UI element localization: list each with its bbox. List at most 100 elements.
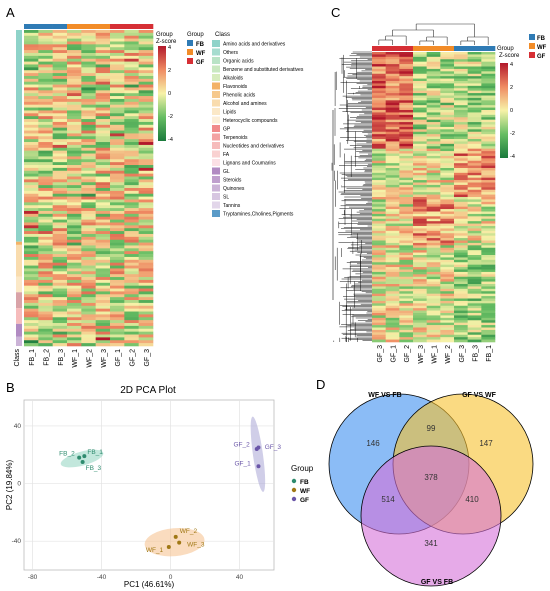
heatmap-cell xyxy=(138,153,154,157)
heatmap-cell xyxy=(24,156,39,160)
heatmap-c-cell xyxy=(467,201,482,205)
heatmap-c-cell xyxy=(413,163,427,166)
heatmap-cell xyxy=(110,47,125,51)
class-legend-label: GP xyxy=(223,127,231,133)
heatmap-cell xyxy=(67,205,82,209)
heatmap-cell xyxy=(110,176,125,180)
heatmap-cell xyxy=(81,73,96,77)
heatmap-c-cell xyxy=(467,141,482,145)
heatmap-c-cell xyxy=(454,213,468,217)
heatmap-cell xyxy=(38,239,53,243)
heatmap-c-cell xyxy=(454,262,468,265)
heatmap-cell xyxy=(38,334,53,338)
heatmap-c-cell xyxy=(481,93,496,96)
column-label: GF_1 xyxy=(115,349,122,367)
heatmap-cell xyxy=(110,55,125,60)
heatmap-c-cell xyxy=(399,81,414,84)
heatmap-cell xyxy=(52,58,68,62)
heatmap-c-cell xyxy=(467,56,482,60)
row-dendrogram xyxy=(331,51,372,342)
heatmap-c-cell xyxy=(399,107,414,111)
heatmap-cell xyxy=(67,259,82,263)
heatmap-cell xyxy=(124,110,139,114)
heatmap-cell xyxy=(24,101,39,105)
heatmap-cell xyxy=(124,305,139,309)
heatmap-c-cell xyxy=(481,59,496,62)
pca-xtick: -80 xyxy=(28,574,38,581)
heatmap-c-cell xyxy=(454,95,468,99)
heatmap-cell xyxy=(81,274,96,278)
heatmap-c-cell xyxy=(481,141,496,145)
group-bar-cell xyxy=(110,24,125,29)
heatmap-c-cell xyxy=(372,194,386,198)
heatmap-cell xyxy=(124,323,139,327)
heatmap-c-cell xyxy=(440,90,455,94)
heatmap-c-cell xyxy=(467,85,482,89)
heatmap-cell xyxy=(38,231,53,235)
heatmap-c-cell xyxy=(399,139,414,142)
heatmap-c-cell xyxy=(426,180,441,183)
heatmap-cell xyxy=(110,121,125,126)
heatmap-c-cell xyxy=(467,119,482,123)
heatmap-cell xyxy=(81,317,96,321)
heatmap-c-cell xyxy=(454,337,468,340)
heatmap-cell xyxy=(52,170,68,174)
heatmap-cell xyxy=(138,107,154,111)
heatmap-c-cell xyxy=(372,313,386,316)
heatmap-c-cell xyxy=(385,192,400,195)
heatmap-c-cell xyxy=(440,310,455,314)
heatmap-cell xyxy=(110,311,125,315)
heatmap-c-cell xyxy=(372,317,386,321)
heatmap-c-cell xyxy=(467,102,482,106)
heatmap-c-cell xyxy=(440,112,455,116)
heatmap-c-cell xyxy=(454,296,468,299)
heatmap-c-cell xyxy=(399,293,414,297)
heatmap-c-cell xyxy=(467,230,482,234)
heatmap-c-cell xyxy=(440,300,455,304)
heatmap-cell xyxy=(138,343,154,347)
heatmap-c-cell xyxy=(372,110,386,113)
heatmap-cell xyxy=(38,320,53,324)
class-legend-swatch xyxy=(212,116,220,124)
heatmap-cell xyxy=(124,334,139,338)
heatmap-c-cell xyxy=(413,76,427,79)
heatmap-c-cell xyxy=(454,78,468,82)
heatmap-cell xyxy=(52,265,68,269)
heatmap-c-cell xyxy=(481,110,496,113)
heatmap-c-cell xyxy=(399,90,414,94)
heatmap-c-cell xyxy=(413,259,427,263)
heatmap-cell xyxy=(24,282,39,286)
heatmap-cell xyxy=(24,225,39,229)
heatmap-cell xyxy=(52,47,68,51)
heatmap-c-cell xyxy=(399,305,414,309)
heatmap-c-cell xyxy=(481,235,496,239)
heatmap-c-cell xyxy=(413,97,427,101)
heatmap-c-cell xyxy=(372,81,386,84)
pca-legend-label: FB xyxy=(300,479,309,486)
heatmap-c-cell xyxy=(426,310,441,314)
heatmap-cell xyxy=(124,254,139,258)
heatmap-cell xyxy=(95,239,111,243)
heatmap-c-cell xyxy=(372,175,386,178)
heatmap-c-cell xyxy=(467,52,482,55)
heatmap-c-cell xyxy=(413,298,427,302)
class-legend-swatch xyxy=(212,57,220,64)
heatmap-cell xyxy=(67,159,82,163)
heatmap-c-cell xyxy=(372,293,386,297)
heatmap-cell xyxy=(95,196,111,200)
heatmap-c-cell xyxy=(399,68,414,72)
column-label: WF_1 xyxy=(72,349,79,368)
heatmap-cell xyxy=(52,110,68,114)
heatmap-cell xyxy=(110,190,125,195)
class-legend-label: Flavonoids xyxy=(223,84,248,90)
heatmap-cell xyxy=(24,331,39,335)
heatmap-cell xyxy=(67,61,82,65)
heatmap-cell xyxy=(95,288,111,292)
heatmap-cell xyxy=(24,302,39,307)
heatmap-cell xyxy=(24,196,39,200)
heatmap-cell xyxy=(124,262,139,266)
heatmap-c-cell xyxy=(467,250,482,253)
heatmap-c-cell xyxy=(385,315,400,319)
heatmap-cell xyxy=(38,314,53,318)
heatmap-c-cell xyxy=(413,64,427,67)
